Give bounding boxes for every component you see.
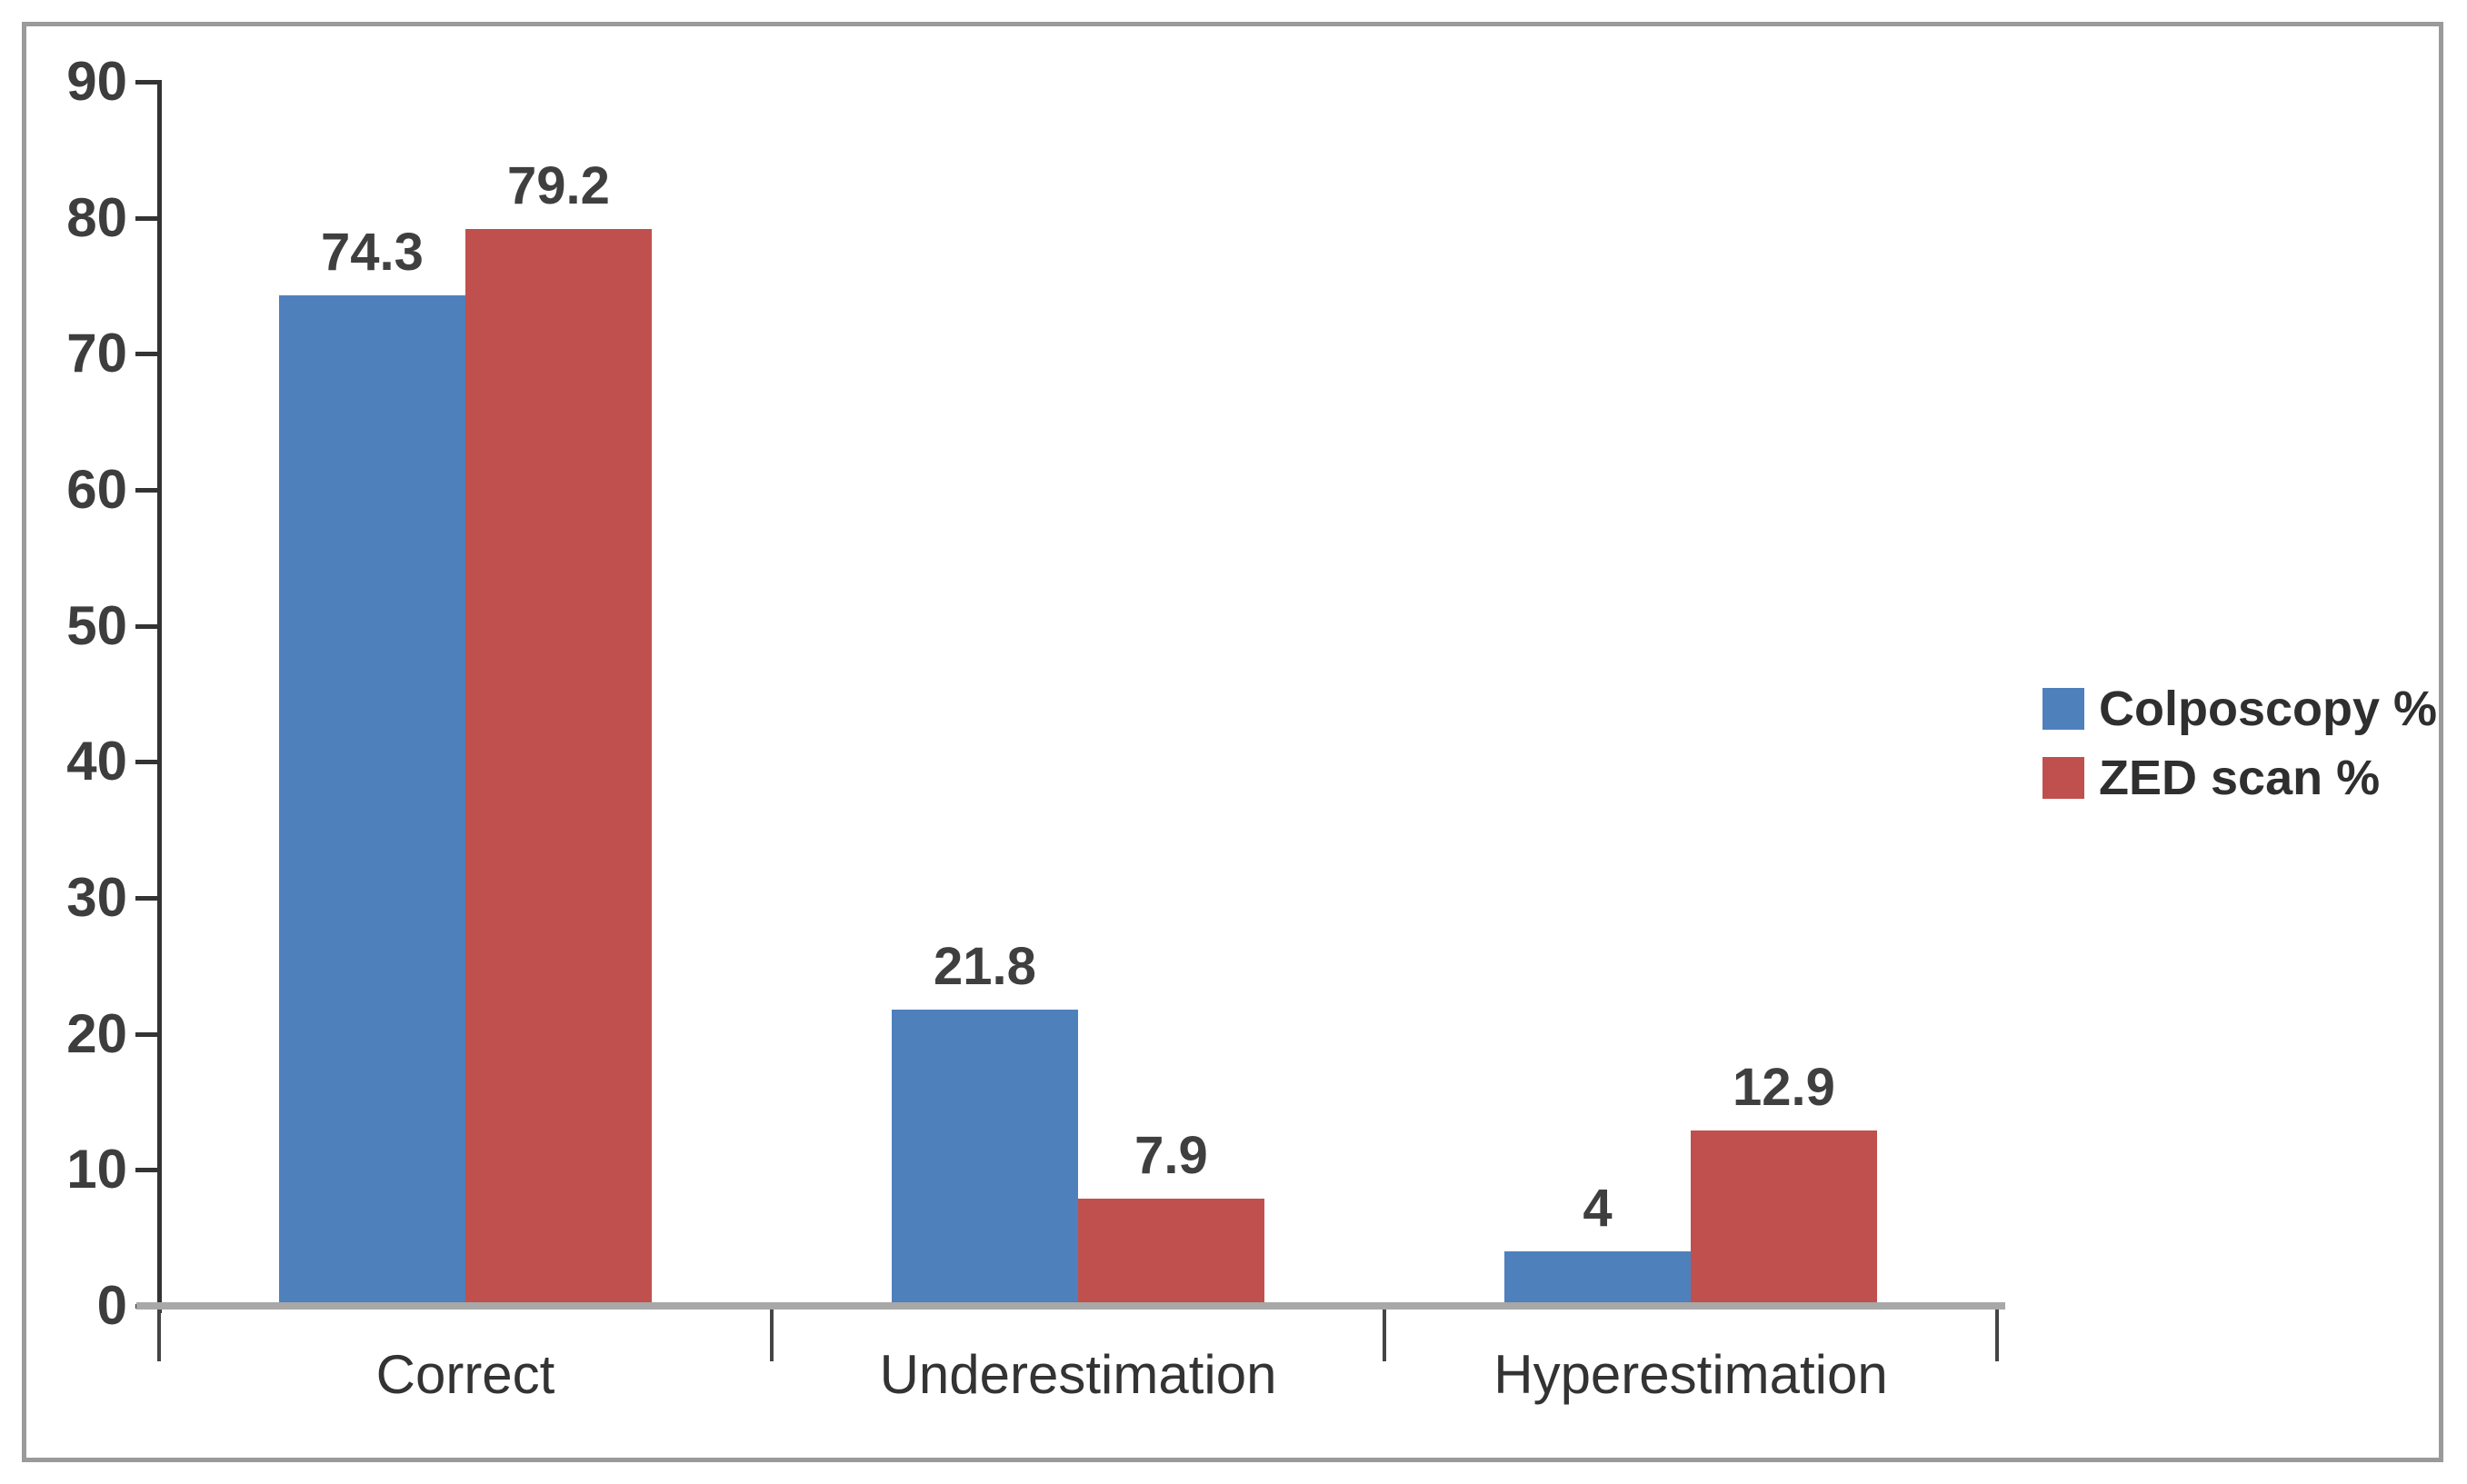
- y-tick-label: 20: [66, 1002, 127, 1064]
- y-tick-label: 30: [66, 867, 127, 928]
- y-tick-mark: [135, 352, 159, 357]
- legend: Colposcopy % ZED scan %: [2043, 682, 2437, 820]
- y-tick-mark: [135, 896, 159, 901]
- legend-label-colposcopy: Colposcopy %: [2099, 682, 2438, 736]
- x-separator-tick: [1995, 1306, 1999, 1361]
- legend-swatch-colposcopy: [2043, 688, 2084, 730]
- x-axis-line: [136, 1302, 2005, 1310]
- x-separator-tick: [157, 1306, 161, 1361]
- bar-value-label-zed-scan-correct: 79.2: [507, 155, 610, 215]
- legend-item-colposcopy: Colposcopy %: [2043, 682, 2437, 736]
- y-tick-label: 40: [66, 731, 127, 792]
- x-separator-tick: [770, 1306, 774, 1361]
- zed-scan-bar-hyperestimation: [1691, 1130, 1877, 1306]
- y-tick-label: 90: [66, 51, 127, 112]
- bar-value-label-colposcopy-correct: 74.3: [321, 222, 424, 282]
- y-tick-mark: [135, 488, 159, 493]
- zed-scan-bar-underestimation: [1078, 1198, 1264, 1306]
- legend-label-zed-scan: ZED scan %: [2099, 751, 2381, 805]
- y-tick-mark: [135, 215, 159, 221]
- bar-value-label-zed-scan-hyperestimation: 12.9: [1733, 1057, 1835, 1117]
- bar-value-label-colposcopy-underestimation: 21.8: [934, 936, 1036, 996]
- y-tick-mark: [135, 80, 159, 85]
- legend-swatch-zed-scan: [2043, 757, 2084, 799]
- y-tick-label: 80: [66, 186, 127, 248]
- y-tick-label: 60: [66, 459, 127, 520]
- y-tick-mark: [135, 1168, 159, 1173]
- y-tick-mark: [135, 1031, 159, 1037]
- x-category-label-hyperestimation: Hyperestimation: [1493, 1344, 1888, 1405]
- colposcopy-bar-underestimation: [892, 1009, 1078, 1306]
- bar-value-label-zed-scan-underestimation: 7.9: [1134, 1125, 1208, 1185]
- y-tick-mark: [135, 623, 159, 629]
- x-separator-tick: [1383, 1306, 1386, 1361]
- y-tick-label: 10: [66, 1139, 127, 1200]
- legend-item-zed-scan: ZED scan %: [2043, 751, 2437, 805]
- y-axis-line: [157, 80, 162, 1313]
- colposcopy-bar-hyperestimation: [1504, 1251, 1691, 1306]
- x-category-label-underestimation: Underestimation: [879, 1344, 1277, 1405]
- bar-value-label-colposcopy-hyperestimation: 4: [1583, 1179, 1613, 1239]
- y-tick-label: 50: [66, 594, 127, 656]
- y-tick-mark: [135, 760, 159, 765]
- y-tick-label: 70: [66, 323, 127, 384]
- y-tick-label: 0: [96, 1275, 127, 1336]
- zed-scan-bar-correct: [465, 228, 652, 1306]
- colposcopy-bar-correct: [279, 294, 465, 1306]
- x-category-label-correct: Correct: [375, 1344, 555, 1405]
